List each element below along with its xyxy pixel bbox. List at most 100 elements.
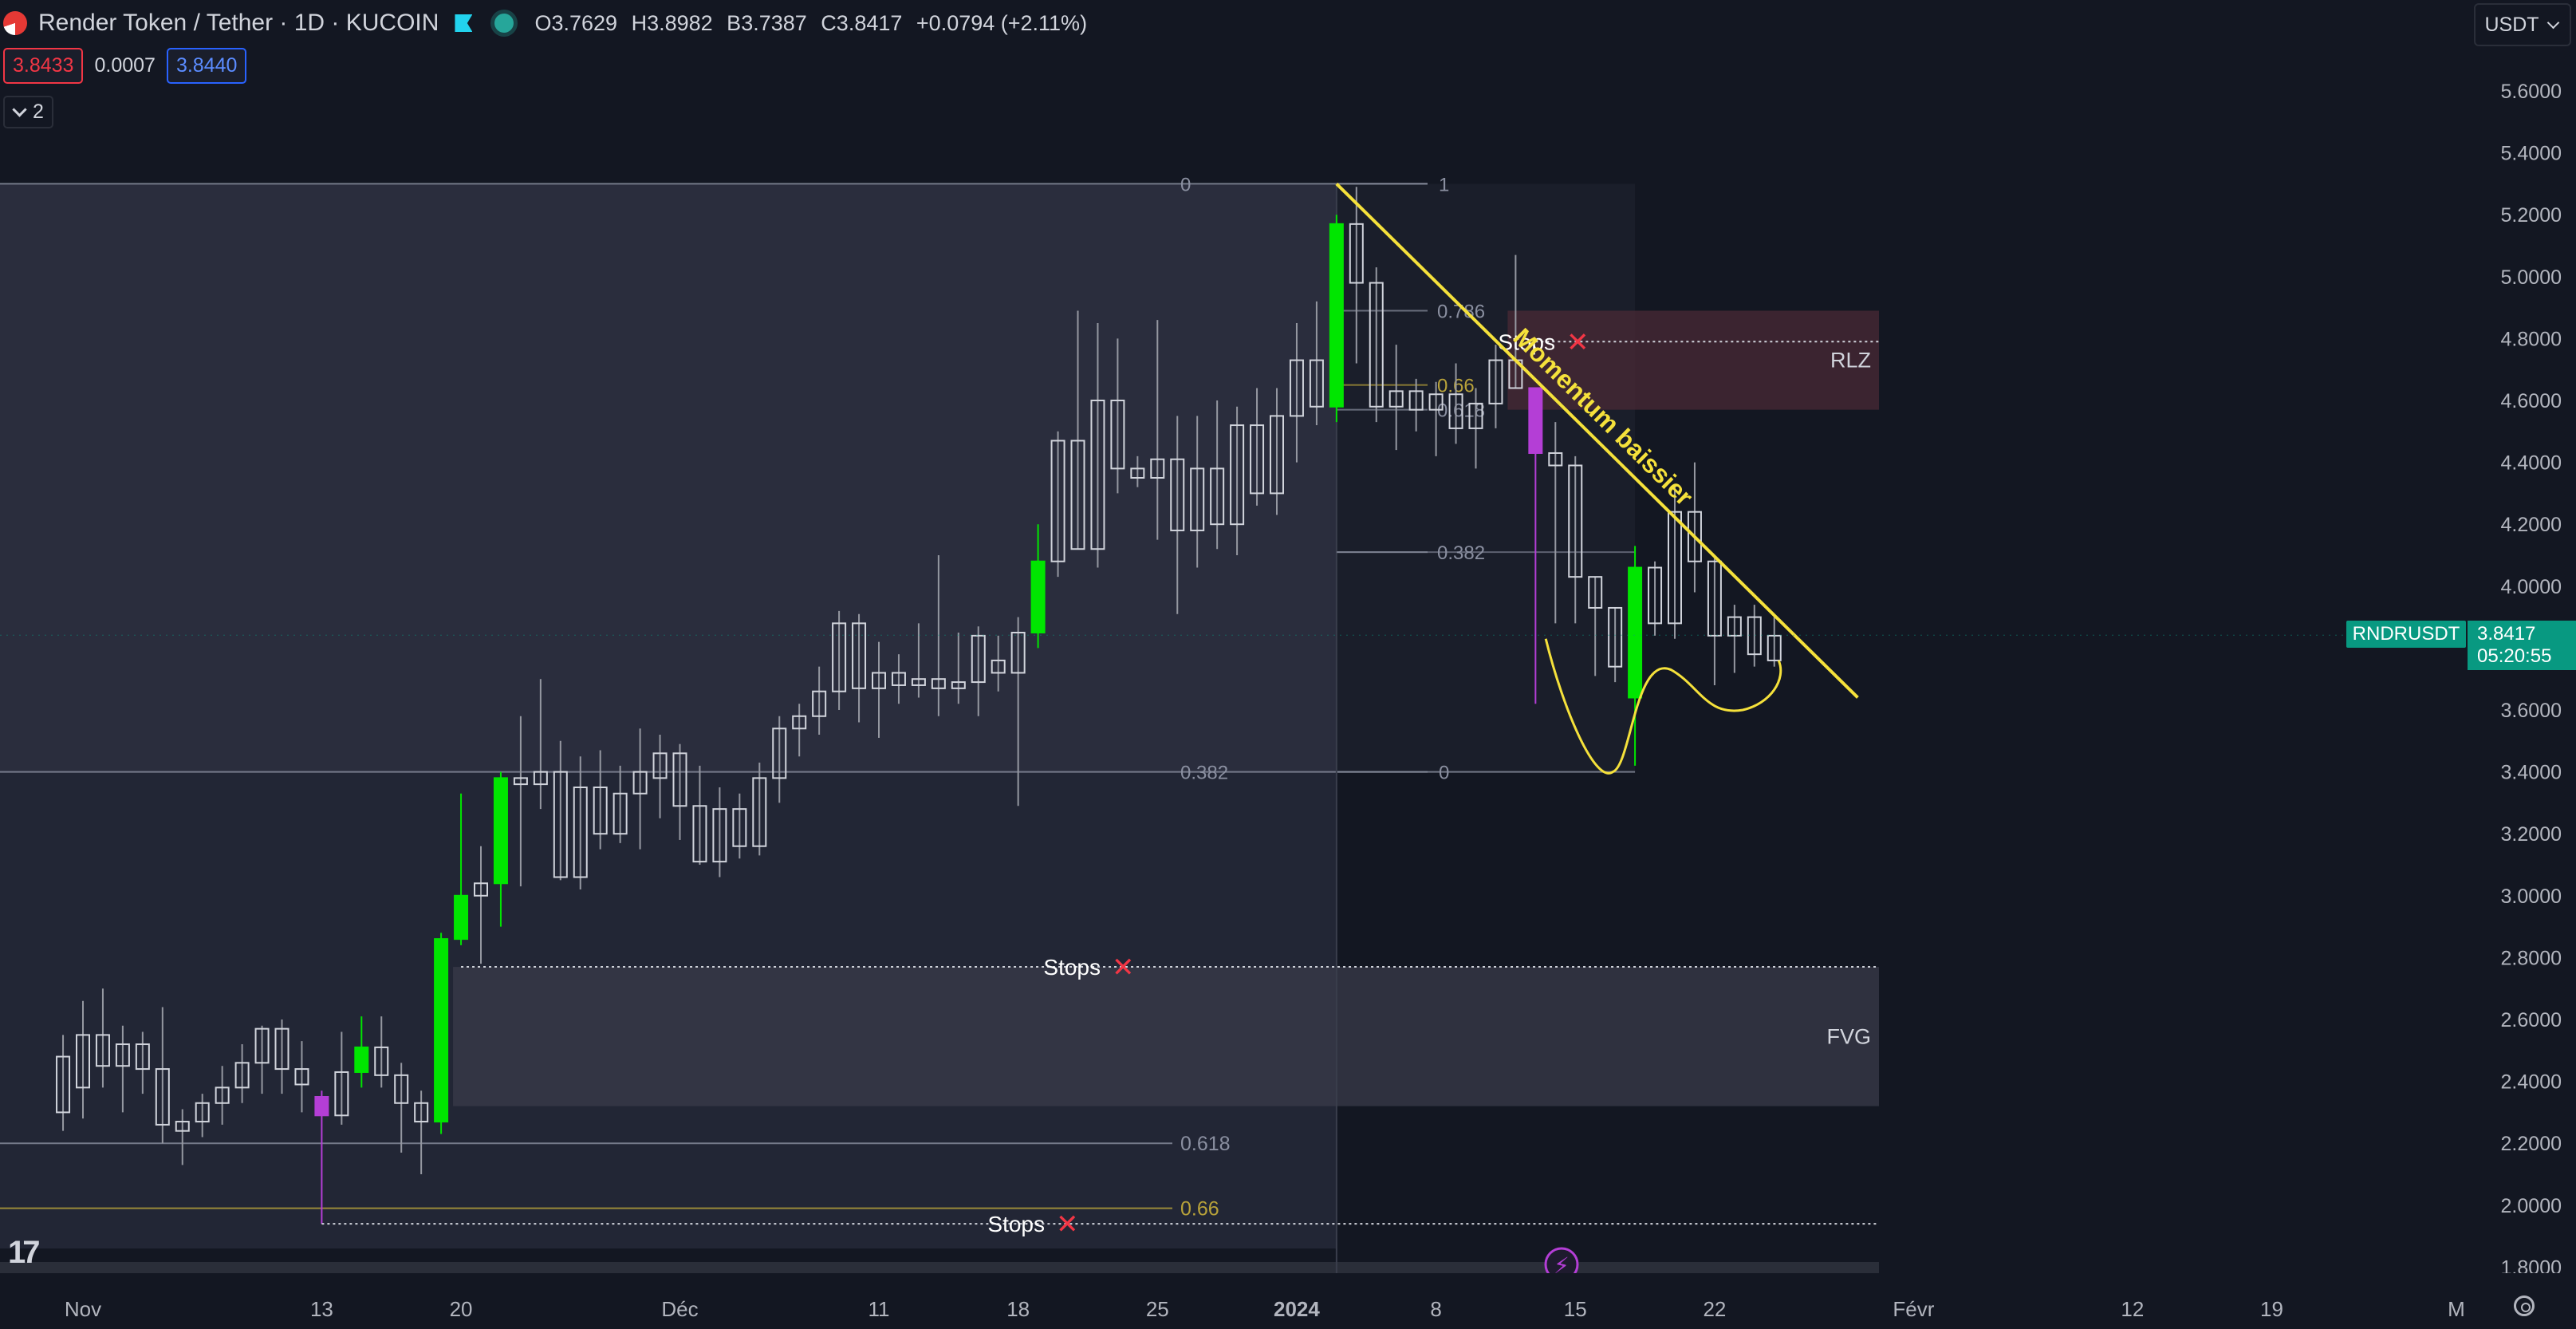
y-tick-label: 3.2000 (2501, 823, 2562, 846)
candle (931, 555, 946, 716)
candle (1408, 378, 1424, 432)
currency-select[interactable]: USDT (2474, 3, 2571, 46)
candle (334, 1031, 349, 1125)
y-tick-label: 5.2000 (2501, 204, 2562, 227)
candle-body (1329, 223, 1344, 408)
candle (1349, 187, 1364, 364)
symbol-title[interactable]: Render Token / Tether · 1D · KUCOIN (38, 10, 439, 36)
candle (1250, 388, 1265, 506)
lightning-glyph: ⚡ (1554, 1252, 1570, 1279)
candle-body (1010, 632, 1026, 674)
gear-icon[interactable] (2514, 1295, 2535, 1316)
candle-body (95, 1034, 110, 1067)
candle-body (1528, 387, 1543, 454)
candle (1190, 416, 1205, 568)
buy-price-button[interactable]: 3.8440 (166, 48, 247, 84)
candle-body (1727, 616, 1742, 637)
candle (434, 933, 449, 1134)
candle (1428, 381, 1444, 456)
zone-fvg (453, 967, 1879, 1106)
x-tick-label: 25 (1146, 1297, 1169, 1321)
fib-left-label: 0 (1180, 174, 1191, 195)
last-price-label: 3.8417 05:20:55 (2468, 621, 2576, 670)
candle (1388, 345, 1404, 451)
candle (812, 666, 827, 735)
indicators-count: 2 (33, 101, 44, 123)
candle-body (792, 715, 807, 730)
zone-label-rlz: RLZ (1830, 349, 1871, 373)
candle (1110, 338, 1125, 494)
candle-body (832, 622, 847, 692)
candle (314, 1090, 329, 1224)
candle-body (652, 752, 668, 779)
candle (1468, 388, 1483, 469)
candle-body (1130, 467, 1145, 479)
candle (513, 716, 528, 887)
candle-body (474, 882, 488, 897)
candle (1488, 345, 1503, 428)
candle-body (752, 777, 767, 847)
candle (1568, 455, 1583, 624)
candle (1767, 617, 1782, 667)
candle-body (772, 728, 787, 779)
candle-body (1250, 424, 1265, 495)
candle (832, 610, 847, 710)
level-label: 0.618 (1180, 1133, 1231, 1155)
candle-body (1668, 511, 1682, 625)
candle (215, 1066, 230, 1125)
candle-body (891, 672, 906, 686)
candle (1309, 301, 1324, 426)
candle (1548, 422, 1563, 624)
symbol-price-tag: RNDRUSDT (2346, 621, 2466, 648)
candle-body (1468, 402, 1483, 429)
candle-body (692, 805, 707, 863)
candle-body (1110, 400, 1125, 470)
candle (474, 846, 488, 964)
candle-body (135, 1043, 150, 1071)
indicators-collapse-button[interactable]: 2 (3, 96, 53, 128)
y-tick-label: 4.4000 (2501, 452, 2562, 475)
flag-icon[interactable] (455, 14, 473, 32)
candle (1030, 524, 1046, 649)
candle (394, 1063, 409, 1153)
render-token-logo-icon (3, 11, 27, 35)
chart-header: Render Token / Tether · 1D · KUCOIN O3.7… (0, 5, 1087, 41)
candle (612, 765, 628, 843)
sell-price-button[interactable]: 3.8433 (3, 48, 84, 84)
x-tick-label: 20 (450, 1297, 473, 1321)
candle-body (294, 1068, 309, 1086)
candle (493, 771, 508, 927)
candle (1648, 561, 1663, 636)
candle (1687, 462, 1702, 593)
candle-body (911, 678, 926, 686)
x-tick-label: 13 (310, 1297, 333, 1321)
candle (234, 1044, 250, 1103)
stops-x-icon: ✕ (1056, 1209, 1079, 1240)
fib-level-label: 0.382 (1437, 542, 1485, 564)
close-label: C (821, 10, 837, 35)
candle-body (195, 1102, 210, 1123)
candle-body (314, 1096, 329, 1117)
candle-body (334, 1071, 349, 1117)
candle (1369, 267, 1384, 423)
x-tick-label: 18 (1006, 1297, 1030, 1321)
fib-left-label: 0.382 (1180, 763, 1228, 784)
candle (752, 762, 767, 856)
candle-body (593, 787, 608, 835)
candle (891, 654, 906, 704)
candles-layer (56, 187, 1782, 1224)
candle (1289, 323, 1304, 463)
candle-body (434, 938, 449, 1123)
tradingview-logo-icon[interactable]: 17 (8, 1235, 40, 1270)
candle (274, 1019, 290, 1094)
candle-body (155, 1068, 170, 1126)
candle (991, 635, 1006, 692)
level-label: 0.66 (1180, 1198, 1219, 1221)
zone-label-fvg: FVG (1826, 1024, 1871, 1048)
candle (1588, 576, 1603, 676)
candle (115, 1025, 130, 1113)
y-tick-label: 5.4000 (2501, 143, 2562, 165)
candle (254, 1025, 270, 1094)
candle-body (175, 1121, 190, 1132)
